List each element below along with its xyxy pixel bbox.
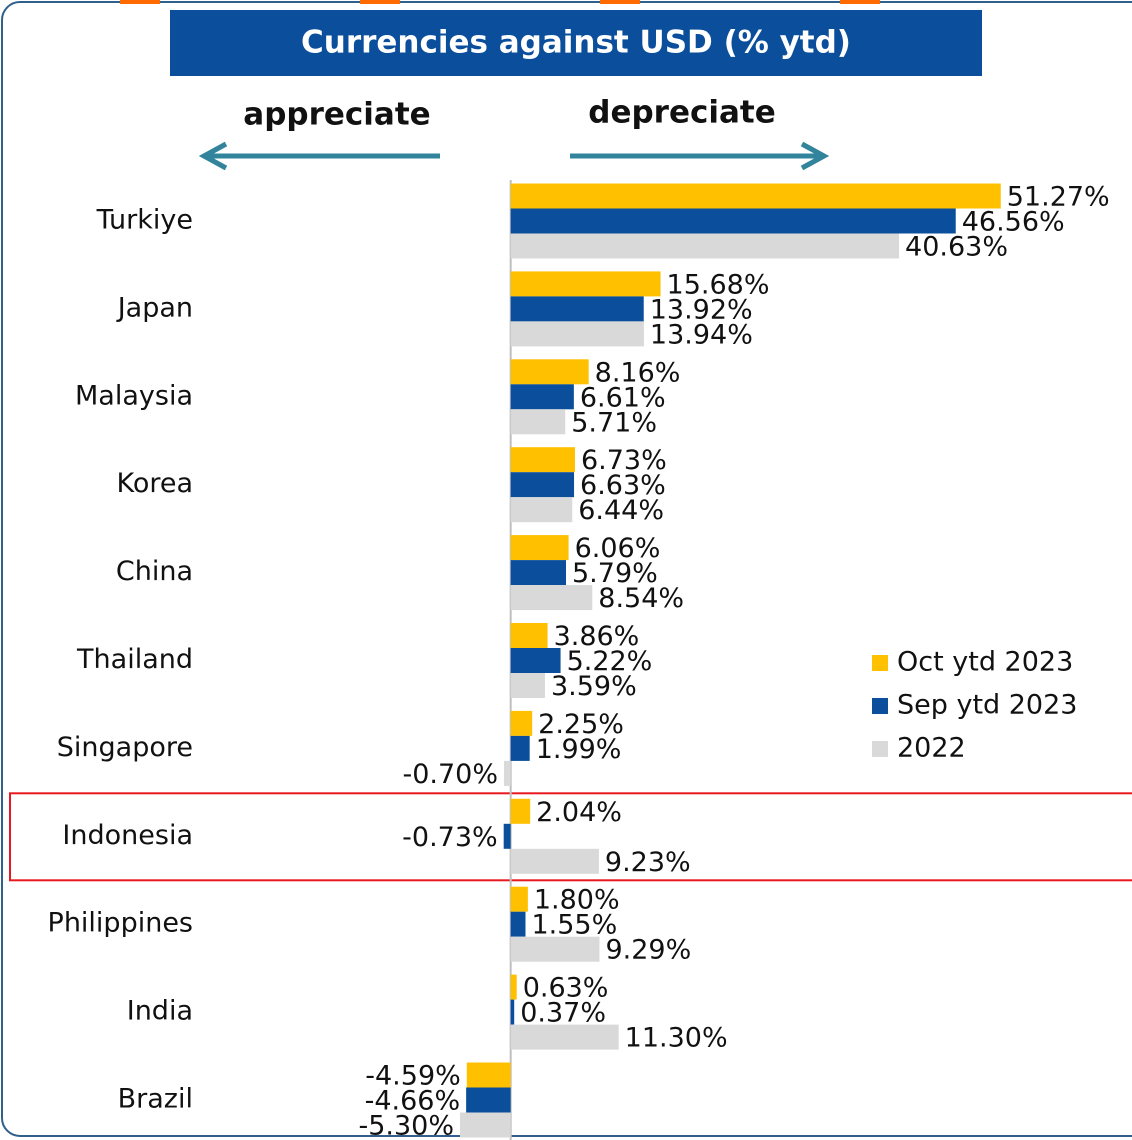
legend-swatch [872,741,888,757]
value-label: 51.27% [1007,182,1110,213]
category-label: Brazil [118,1084,193,1115]
category-label: Korea [116,468,193,499]
value-label: 6.73% [581,445,667,476]
bar [510,384,574,410]
category-label: China [116,556,193,587]
value-label: -0.70% [402,759,498,790]
value-label: 6.06% [575,533,661,564]
arrow-head [800,141,830,171]
category-label: Japan [116,292,193,323]
arrows [198,141,830,171]
bar [510,183,1001,209]
bar [510,936,600,962]
legend-swatch [872,698,888,714]
bar [510,359,589,385]
bar [510,560,567,586]
bar [510,447,575,473]
title-banner [170,10,982,76]
category-label: Thailand [76,644,193,675]
bar [510,886,528,912]
category-label: Philippines [48,908,193,939]
value-label: 5.79% [572,558,658,589]
bar [510,735,530,761]
value-label: 5.22% [567,646,653,677]
value-label: 6.61% [580,382,666,413]
category-label: Indonesia [62,820,193,851]
bar [510,974,517,1000]
bar [510,233,900,259]
legend-label: Oct ytd 2023 [897,647,1073,678]
value-label: 0.63% [523,973,609,1004]
bar [510,296,644,322]
bar [510,497,573,523]
value-label: 2.04% [536,797,622,828]
bar [466,1062,511,1088]
bar [510,208,956,234]
value-label: 0.37% [520,998,606,1029]
bar [510,798,531,824]
value-label: 9.29% [605,935,691,966]
value-label: 1.80% [534,885,620,916]
value-label: -4.66% [365,1086,461,1117]
value-label: 46.56% [962,207,1065,238]
bar [510,472,575,498]
bar [510,1024,619,1050]
value-label: 3.59% [551,671,637,702]
value-label: 15.68% [667,269,770,300]
annotation: depreciate [588,95,775,131]
bar [510,848,599,874]
bar [510,648,561,673]
bar [510,710,533,736]
value-label: 11.30% [625,1023,728,1054]
value-label: 13.92% [650,294,753,325]
bar [503,823,511,849]
value-label: -5.30% [358,1111,454,1140]
annotation: appreciate [243,97,430,133]
bar [503,760,511,786]
value-label: 40.63% [905,232,1008,263]
value-label: 1.55% [531,910,617,941]
category-label: Malaysia [75,380,193,411]
bar [510,999,515,1025]
category-label: Singapore [57,732,193,763]
value-label: 6.44% [578,495,664,526]
bar [510,409,566,435]
legend-swatch [872,655,888,671]
value-label: 8.16% [595,357,681,388]
legend-label: Sep ytd 2023 [897,690,1077,721]
bar [510,321,644,347]
value-label: -4.59% [365,1061,461,1092]
bar [510,535,569,561]
value-label: 2.25% [538,709,624,740]
arrow-head [198,141,228,171]
bar [466,1087,511,1113]
value-label: 8.54% [598,583,684,614]
value-label: 9.23% [605,847,691,878]
bar [460,1112,511,1138]
bar [510,623,548,648]
legend-label: 2022 [897,733,966,764]
bar [510,585,593,611]
bar [510,271,661,297]
bar [510,673,545,698]
category-label: Turkiye [96,205,193,236]
bar [510,911,526,937]
value-label: 3.86% [554,621,640,652]
chart-title: Currencies against USD (% ytd) [301,25,851,61]
value-label: 5.71% [571,407,657,438]
value-label: 1.99% [536,734,622,765]
category-label: India [127,996,193,1027]
value-label: 13.94% [650,319,753,350]
highlight-box [9,792,1132,882]
value-label: 6.63% [580,470,666,501]
value-label: -0.73% [402,822,498,853]
